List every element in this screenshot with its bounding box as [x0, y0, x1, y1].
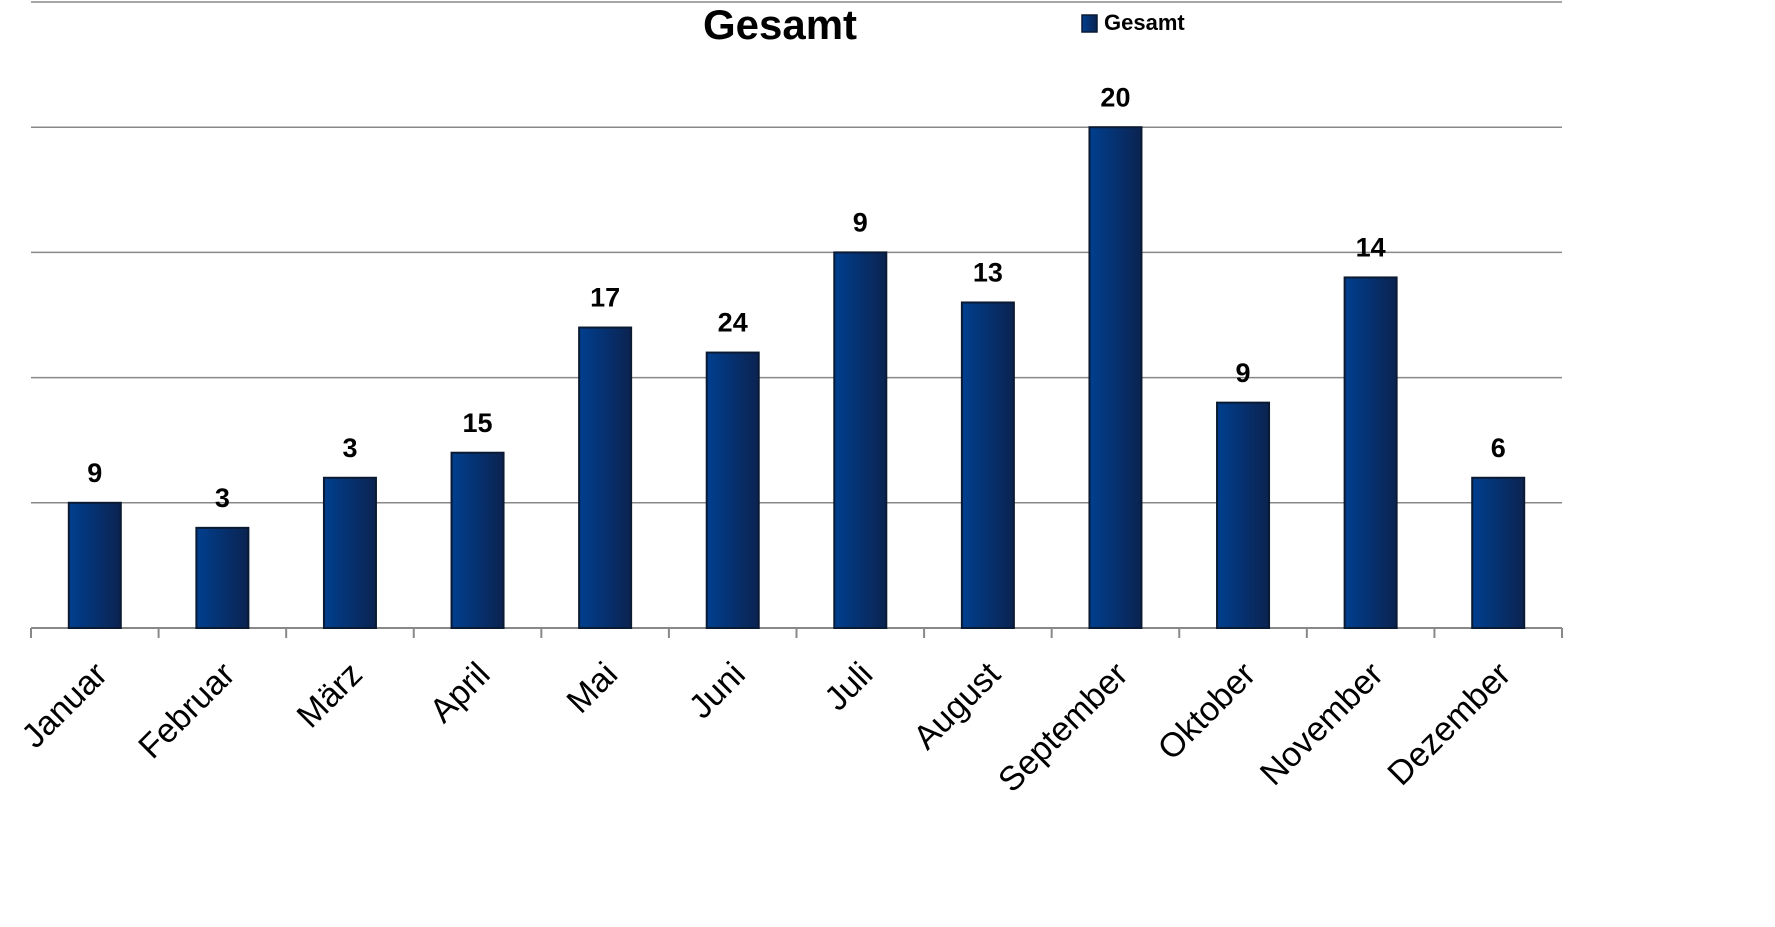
bar-annotation: 17 — [590, 283, 620, 313]
x-tick-label: Mai — [560, 655, 626, 721]
bar — [1471, 476, 1526, 630]
legend-swatch — [1081, 14, 1098, 33]
bar-annotation: 6 — [1491, 433, 1506, 463]
bar-annotation: 9 — [1236, 358, 1251, 388]
bar — [1088, 126, 1143, 629]
bar-annotation: 15 — [463, 408, 493, 438]
bar — [322, 476, 377, 630]
bar-annotation: 9 — [87, 458, 102, 488]
bar — [833, 251, 888, 629]
bar-annotation: 3 — [215, 483, 230, 513]
bar — [960, 301, 1015, 629]
bar-annotation: 13 — [973, 258, 1003, 288]
x-tick-label: Januar — [14, 655, 114, 755]
bar — [195, 526, 250, 630]
x-tick-label: Februar — [131, 655, 242, 766]
x-tick-label: April — [423, 655, 498, 730]
bar-annotation: 14 — [1356, 233, 1386, 263]
bar — [450, 451, 505, 629]
chart-title: Gesamt — [703, 1, 857, 48]
bar — [67, 501, 122, 629]
bar — [1216, 401, 1271, 630]
x-tick-label: September — [991, 655, 1135, 799]
bar-annotation: 24 — [718, 308, 748, 338]
x-tick-label: März — [290, 655, 370, 735]
legend-label: Gesamt — [1104, 10, 1185, 35]
x-tick-label: Dezember — [1380, 655, 1518, 793]
bar — [705, 351, 760, 629]
bar — [578, 326, 633, 629]
bar-annotation: 20 — [1100, 82, 1130, 112]
x-tick-label: Oktober — [1151, 655, 1263, 767]
bar-annotation: 3 — [342, 433, 357, 463]
x-tick-label: Juni — [682, 655, 753, 726]
bar — [1343, 276, 1398, 629]
x-tick-label: Juli — [817, 655, 880, 718]
x-tick-label: August — [906, 655, 1008, 757]
x-tick-label: November — [1253, 655, 1391, 793]
bar-annotation: 9 — [853, 208, 868, 238]
